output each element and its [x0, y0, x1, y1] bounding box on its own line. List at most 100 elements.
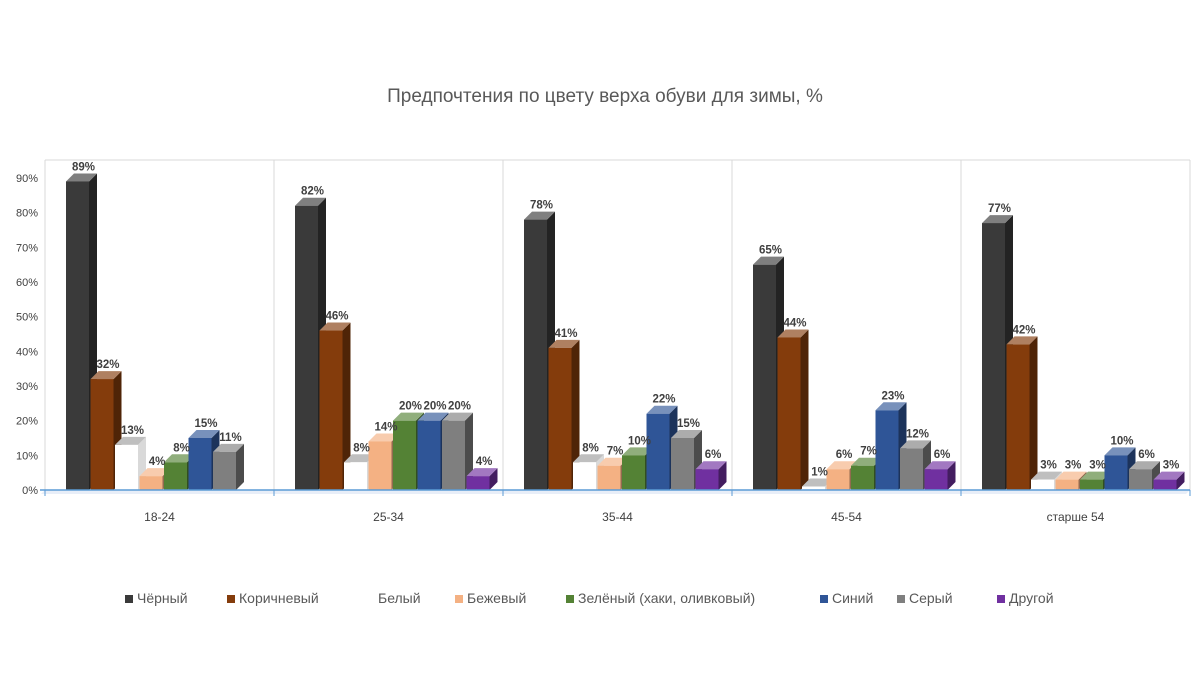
bar-top	[319, 322, 351, 331]
bar-top	[368, 433, 400, 442]
legend-swatch	[897, 595, 905, 603]
bars-layer	[66, 173, 1185, 491]
bar-top	[646, 405, 678, 414]
bar	[875, 410, 899, 490]
legend-swatch	[820, 595, 828, 603]
bar	[1055, 479, 1079, 490]
data-label: 7%	[607, 446, 624, 458]
bar	[66, 181, 89, 490]
data-label: 14%	[374, 421, 397, 433]
bar-side	[571, 339, 580, 490]
legend-swatch	[125, 595, 133, 603]
y-tick-label: 50%	[16, 312, 38, 324]
bar-top	[1104, 447, 1136, 456]
axis-layer: 0% 10% 20% 30% 40% 50% 60% 70% 80% 90% 18-24 25-34 3…	[16, 173, 1191, 524]
y-tick-label: 90%	[16, 173, 38, 185]
bar	[393, 420, 416, 490]
bar-top	[295, 197, 326, 206]
data-label: 20%	[399, 401, 422, 413]
bar-side	[947, 461, 956, 490]
bar-top	[802, 478, 833, 487]
data-label: 44%	[783, 317, 806, 329]
bar-top	[1153, 471, 1185, 480]
data-label: 32%	[96, 359, 119, 371]
bar	[295, 205, 318, 490]
bar	[924, 469, 948, 490]
bar-top	[826, 461, 858, 470]
category-label: 45-54	[831, 510, 862, 524]
bar	[466, 476, 490, 490]
bar	[982, 223, 1005, 491]
y-tick-label: 60%	[16, 277, 38, 289]
data-label: 23%	[881, 390, 904, 402]
y-tick-label: 70%	[16, 242, 38, 254]
bar-top	[573, 454, 604, 463]
bar	[671, 438, 694, 490]
y-tick-label: 40%	[16, 346, 38, 358]
data-label: 20%	[423, 401, 446, 413]
data-labels-layer: 89%32%13%4%8%15%11%82%46%8%14%20% 20% 20%4…	[72, 161, 1179, 478]
data-label: 3%	[1089, 460, 1106, 472]
bar-top	[213, 443, 244, 452]
bar-side	[718, 461, 727, 490]
bar-top	[115, 436, 146, 445]
bar	[1153, 479, 1177, 490]
bar	[115, 444, 138, 490]
data-label: 15%	[194, 418, 217, 430]
bar-top	[875, 402, 907, 411]
data-label: 13%	[121, 425, 144, 437]
bar	[622, 455, 645, 490]
data-label: 8%	[582, 442, 599, 454]
bar	[573, 462, 596, 490]
legend-label: Серый	[909, 590, 953, 606]
bar	[646, 413, 670, 490]
y-tick-label: 80%	[16, 208, 38, 220]
data-label: 22%	[652, 394, 675, 406]
bar-side	[342, 322, 351, 490]
bar-top	[1006, 336, 1038, 345]
bar-top	[1031, 471, 1062, 480]
data-label: 8%	[173, 442, 190, 454]
bar	[188, 438, 212, 490]
bar	[1129, 469, 1152, 490]
bar-top	[777, 329, 809, 338]
data-label: 4%	[476, 456, 493, 468]
legend-swatch	[227, 595, 235, 603]
bar	[368, 441, 392, 490]
category-label: 25-34	[373, 510, 404, 524]
data-label: 46%	[325, 311, 348, 323]
legend-label: Коричневый	[239, 590, 319, 606]
legend-swatch	[997, 595, 1005, 603]
data-label: 3%	[1065, 460, 1082, 472]
bar-top	[900, 440, 931, 449]
bar-top	[1129, 461, 1160, 470]
bar	[139, 476, 163, 490]
bar	[548, 347, 572, 490]
bar-top	[442, 412, 473, 421]
bar	[851, 465, 874, 490]
y-tick-label: 10%	[16, 450, 38, 462]
bar-top	[188, 430, 220, 438]
legend-label: Чёрный	[137, 590, 188, 606]
category-label: старше 54	[1047, 510, 1105, 524]
data-label: 77%	[988, 203, 1011, 215]
bar	[164, 462, 187, 490]
data-label: 82%	[301, 186, 324, 198]
bar-top	[417, 412, 449, 421]
bar-top	[139, 468, 171, 477]
legend-label: Другой	[1009, 590, 1054, 606]
bar-top	[1055, 471, 1087, 480]
data-label: 3%	[1040, 460, 1057, 472]
bar	[344, 462, 367, 490]
bar-top	[597, 457, 629, 466]
bar-top	[924, 461, 956, 470]
chart-floor	[41, 490, 1190, 494]
bar-side	[1176, 471, 1185, 490]
bar	[597, 465, 621, 490]
data-label: 6%	[705, 449, 722, 461]
bar-side	[1029, 336, 1038, 490]
category-label: 18-24	[144, 510, 175, 524]
bar-top	[671, 430, 702, 438]
